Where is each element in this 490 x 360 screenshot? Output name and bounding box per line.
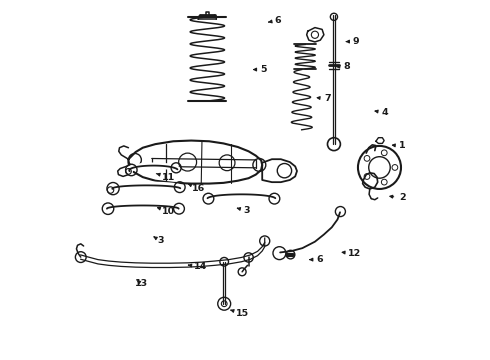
Text: 10: 10: [158, 207, 175, 216]
Text: 5: 5: [254, 65, 267, 74]
Text: 13: 13: [135, 279, 147, 288]
Text: 16: 16: [189, 184, 205, 193]
Text: 8: 8: [337, 62, 350, 71]
Text: 3: 3: [154, 237, 164, 246]
Text: 6: 6: [310, 255, 322, 264]
Text: 7: 7: [317, 94, 331, 103]
Text: 2: 2: [390, 193, 406, 202]
Text: 12: 12: [342, 249, 362, 258]
Text: 3: 3: [237, 206, 250, 215]
Text: 15: 15: [231, 309, 249, 318]
Text: 9: 9: [346, 37, 359, 46]
Text: 4: 4: [375, 108, 388, 117]
Text: 11: 11: [156, 173, 175, 182]
Text: 1: 1: [392, 141, 406, 150]
Text: 6: 6: [269, 16, 281, 25]
Text: 14: 14: [188, 262, 207, 271]
